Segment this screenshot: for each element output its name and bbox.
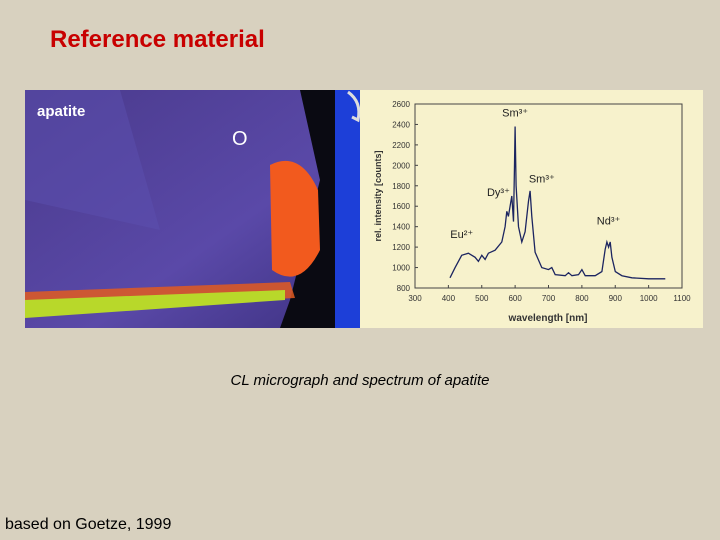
- y-tick-label: 1000: [392, 264, 410, 273]
- orange-zone: [270, 160, 320, 277]
- y-tick-label: 800: [397, 284, 411, 293]
- peak-annotation: Sm³⁺: [502, 107, 528, 119]
- y-tick-label: 2000: [392, 161, 410, 170]
- peak-annotation: Sm³⁺: [529, 174, 555, 186]
- x-tick-label: 1000: [640, 294, 658, 303]
- x-tick-label: 500: [475, 294, 489, 303]
- x-tick-label: 700: [542, 294, 556, 303]
- blue-strip: [335, 90, 360, 328]
- caption: CL micrograph and spectrum of apatite: [230, 372, 490, 389]
- footer: based on Goetze, 1999: [5, 516, 172, 533]
- x-axis-label: wavelength [nm]: [508, 313, 588, 324]
- peak-annotation: Dy³⁺: [487, 187, 510, 199]
- y-tick-label: 1800: [392, 182, 410, 191]
- y-tick-label: 1200: [392, 243, 410, 252]
- x-tick-label: 600: [508, 294, 522, 303]
- y-tick-label: 2200: [392, 141, 410, 150]
- y-tick-label: 1400: [392, 223, 410, 232]
- y-tick-label: 1600: [392, 202, 410, 211]
- x-tick-label: 800: [575, 294, 589, 303]
- spectrum-line: [449, 126, 666, 280]
- shadow: [280, 90, 340, 328]
- x-tick-label: 1100: [673, 294, 691, 303]
- x-tick-label: 900: [609, 294, 623, 303]
- marker: O: [232, 128, 248, 150]
- peak-annotation: Eu²⁺: [450, 229, 473, 241]
- arrow: [347, 90, 361, 123]
- green-band: [25, 290, 285, 318]
- micrograph-label: apatite: [37, 103, 85, 120]
- peak-annotation: Nd³⁺: [597, 216, 621, 228]
- slide-title: Reference material: [50, 26, 265, 53]
- x-tick-label: 400: [442, 294, 456, 303]
- y-axis-label: rel. intensity [counts]: [373, 150, 383, 241]
- crystal-face: [25, 90, 160, 230]
- y-tick-label: 2600: [392, 100, 410, 109]
- y-tick-label: 2400: [392, 120, 410, 129]
- x-tick-label: 300: [408, 294, 422, 303]
